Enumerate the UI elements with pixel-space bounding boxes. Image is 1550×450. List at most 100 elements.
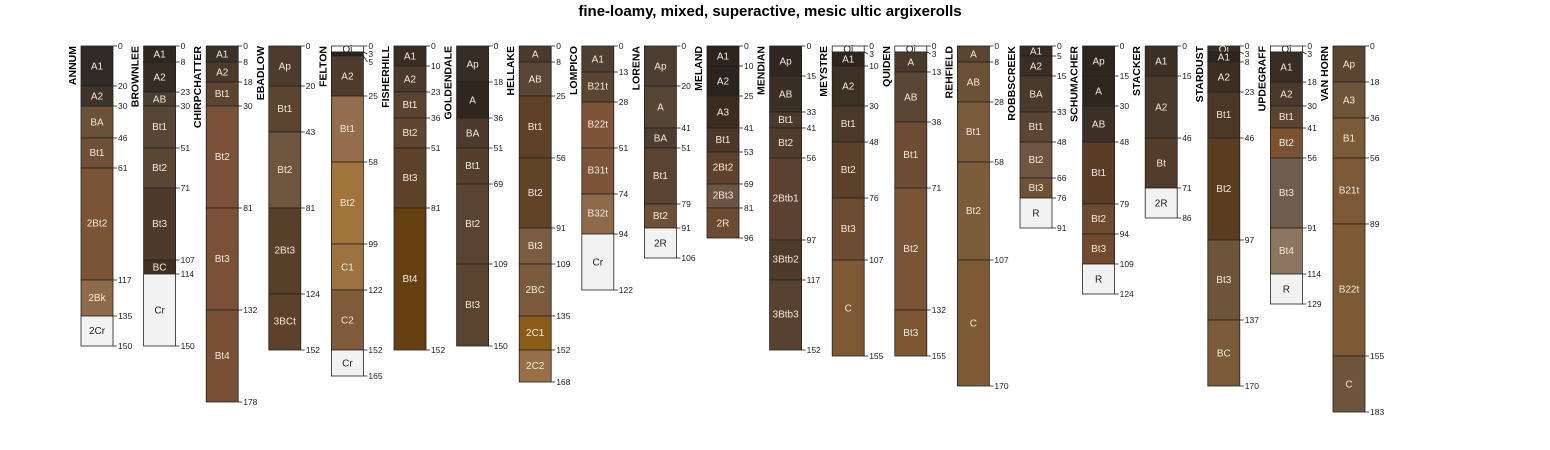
depth-label: 0 xyxy=(869,41,874,51)
depth-label: 41 xyxy=(807,123,817,133)
depth-label: 71 xyxy=(1182,183,1192,193)
depth-tick xyxy=(1239,51,1244,55)
horizon-label: A2 xyxy=(842,82,855,93)
horizon-label: Bt1 xyxy=(1216,110,1231,121)
horizon-ap xyxy=(268,45,302,87)
horizon-label: Bt2 xyxy=(1216,184,1231,195)
depth-label: 107 xyxy=(181,255,195,265)
horizon-label: Bt1 xyxy=(340,124,355,135)
horizon-bt3 xyxy=(1207,239,1241,321)
horizon-label: A xyxy=(657,103,664,114)
depth-label: 81 xyxy=(306,203,316,213)
horizon-label: Bt3 xyxy=(1091,244,1106,255)
horizon-c xyxy=(957,259,990,387)
horizon-label: 2Bt3 xyxy=(713,191,734,202)
depth-label: 28 xyxy=(994,97,1004,107)
horizon-a1 xyxy=(80,45,114,87)
depth-label: 23 xyxy=(431,87,441,97)
depth-label: 20 xyxy=(306,81,316,91)
profile-name: MEYSTRE xyxy=(818,46,830,97)
horizon-label: A2 xyxy=(404,75,417,86)
horizon-label: A xyxy=(532,50,539,61)
horizon-a2 xyxy=(1270,81,1303,107)
horizon-label: Ap xyxy=(1343,60,1356,71)
horizon-label: Bt3 xyxy=(528,241,543,252)
horizon-label: Cr xyxy=(154,306,165,317)
depth-label: 0 xyxy=(807,41,812,51)
horizon-label: Ap xyxy=(654,62,667,73)
profile-rehfield: REHFIELD A AB Bt1 Bt2 C 0 8 28 58 107 170 xyxy=(943,41,1008,391)
horizon-bt2 xyxy=(268,131,302,209)
horizon-bt4 xyxy=(205,309,239,403)
profile-hellake: HELLAKE A AB Bt1 Bt2 Bt3 2BC 2C1 2C2 0 8 25 56 91 109 1… xyxy=(505,41,570,387)
horizon-ab xyxy=(769,75,802,113)
horizon-label: A1 xyxy=(153,50,166,61)
depth-label: 0 xyxy=(619,41,624,51)
horizon-label: A3 xyxy=(717,108,730,119)
horizon-bt1 xyxy=(706,127,740,153)
depth-label: 51 xyxy=(494,143,504,153)
profile-fisherhill: FISHERHILL A1 A2 Bt1 Bt2 Bt3 Bt4 0 10 23 36 51 81 152 xyxy=(380,41,445,355)
horizon-bt2 xyxy=(143,147,177,189)
horizon-label: A2 xyxy=(91,92,104,103)
profile-felton: FELTON Oi A2 Bt1 Bt2 C1 C2 Cr 035 25 58 99 122 152 165 xyxy=(317,41,382,381)
horizon-label: BC xyxy=(1217,349,1231,360)
horizon-label: Bt2 xyxy=(778,138,793,149)
profile-quiden: QUIDEN Oi A AB Bt1 Bt2 Bt3 03 13 38 71 132 155 xyxy=(881,41,946,361)
horizon-label: Bt1 xyxy=(215,89,230,100)
depth-label: 122 xyxy=(368,285,382,295)
horizon-label: Cr xyxy=(593,258,604,269)
horizon-2bk xyxy=(80,279,114,317)
profile-name: LORENA xyxy=(630,46,642,91)
horizon-bt3 xyxy=(831,197,865,261)
depth-label: 18 xyxy=(494,77,504,87)
horizon-label: A2 xyxy=(1280,90,1293,101)
horizon-r xyxy=(1270,273,1303,305)
horizon-c xyxy=(1332,355,1366,413)
horizon-label: 2C1 xyxy=(526,328,545,339)
depth-label: 76 xyxy=(869,193,879,203)
profile-name: SCHUMACHER xyxy=(1069,46,1081,122)
depth-tick xyxy=(363,55,368,63)
profiles-group: ANNUM A1A2BABt12Bt22Bk2Cr0203046611171351… xyxy=(67,41,1384,417)
horizon-bt1 xyxy=(330,95,364,163)
horizon-label: C1 xyxy=(341,263,354,274)
profile-name: ROBBSCREEK xyxy=(1006,46,1018,121)
horizon-label: A1 xyxy=(1155,57,1168,68)
depth-label: 79 xyxy=(681,199,691,209)
horizon-2bt3 xyxy=(706,183,740,209)
horizon-label: A1 xyxy=(1218,53,1231,64)
depth-label: 25 xyxy=(556,91,566,101)
horizon-b22t xyxy=(1332,223,1366,357)
depth-label: 132 xyxy=(932,305,946,315)
profile-robbscreek: ROBBSCREEK A1 A2 BA Bt1 Bt2 Bt3 R 05 15 33 48 66 76 91 xyxy=(1006,41,1067,233)
depth-label: 107 xyxy=(994,255,1008,265)
horizon-bt3 xyxy=(143,187,177,261)
depth-tick xyxy=(864,51,869,55)
depth-label: 30 xyxy=(869,101,879,111)
depth-label: 0 xyxy=(994,41,999,51)
depth-label: 69 xyxy=(494,179,504,189)
horizon-label: Bt1 xyxy=(903,150,918,161)
horizon-label: BA xyxy=(654,134,668,145)
horizon-label: A2 xyxy=(717,77,730,88)
depth-label: 10 xyxy=(431,61,441,71)
horizon-bt1 xyxy=(143,105,177,149)
depth-label: 178 xyxy=(243,397,257,407)
depth-label: 91 xyxy=(1057,223,1067,233)
depth-label: 69 xyxy=(744,179,754,189)
depth-label: 152 xyxy=(431,345,445,355)
horizon-label: Bt2 xyxy=(903,244,918,255)
profile-name: STARDUST xyxy=(1194,45,1206,102)
horizon-label: 2BC xyxy=(525,285,544,296)
depth-label: 0 xyxy=(118,41,123,51)
depth-label: 48 xyxy=(1057,137,1067,147)
depth-label: 152 xyxy=(306,345,320,355)
horizon-label: Bt3 xyxy=(215,254,230,265)
horizon-cr xyxy=(581,233,615,291)
depth-label: 33 xyxy=(807,107,817,117)
depth-label: 117 xyxy=(118,275,132,285)
depth-label: 135 xyxy=(556,311,570,321)
horizon-2bt2 xyxy=(80,167,114,281)
